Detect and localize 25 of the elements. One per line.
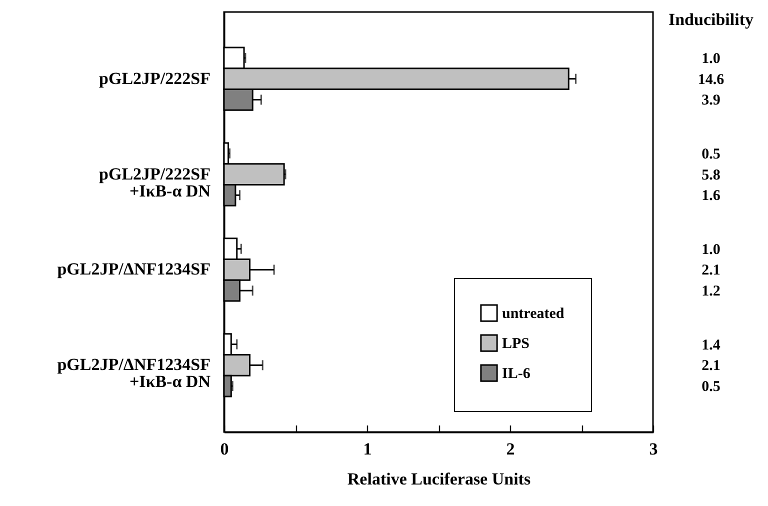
text: 2.1	[702, 358, 720, 374]
x-tick-label: 2	[506, 440, 515, 458]
text: 2.1	[702, 262, 720, 279]
text: 1.6	[702, 188, 721, 204]
x-axis-title: Relative Luciferase Units	[347, 470, 531, 488]
text: 0.5	[702, 379, 720, 396]
text: 1.0	[702, 50, 720, 67]
text: 1.2	[702, 284, 720, 300]
y-tick-label: pGL2JP/ΔNF1234SF	[57, 260, 210, 279]
legend-label: untreated	[502, 306, 565, 322]
text: 0.5	[702, 146, 720, 162]
x-tick-label: 3	[649, 440, 658, 458]
y-tick-label: pGL2JP/222SF +IκB-α DN	[99, 164, 212, 200]
text: 3.9	[702, 92, 720, 109]
text: 1.0	[702, 242, 720, 258]
legend-label: LPS	[502, 336, 530, 352]
x-tick-label: 1	[363, 440, 372, 458]
text: 14.6	[698, 72, 725, 88]
y-tick-label: pGL2JP/ΔNF1234SF +IκB-α DN	[57, 355, 212, 392]
text: 5.8	[702, 167, 720, 184]
x-tick-label: 0	[220, 440, 229, 458]
text: 1.4	[702, 337, 721, 354]
y-tick-label: pGL2JP/222SF	[99, 68, 210, 88]
legend-label: IL-6	[502, 366, 531, 382]
text: Inducibility	[668, 10, 754, 29]
